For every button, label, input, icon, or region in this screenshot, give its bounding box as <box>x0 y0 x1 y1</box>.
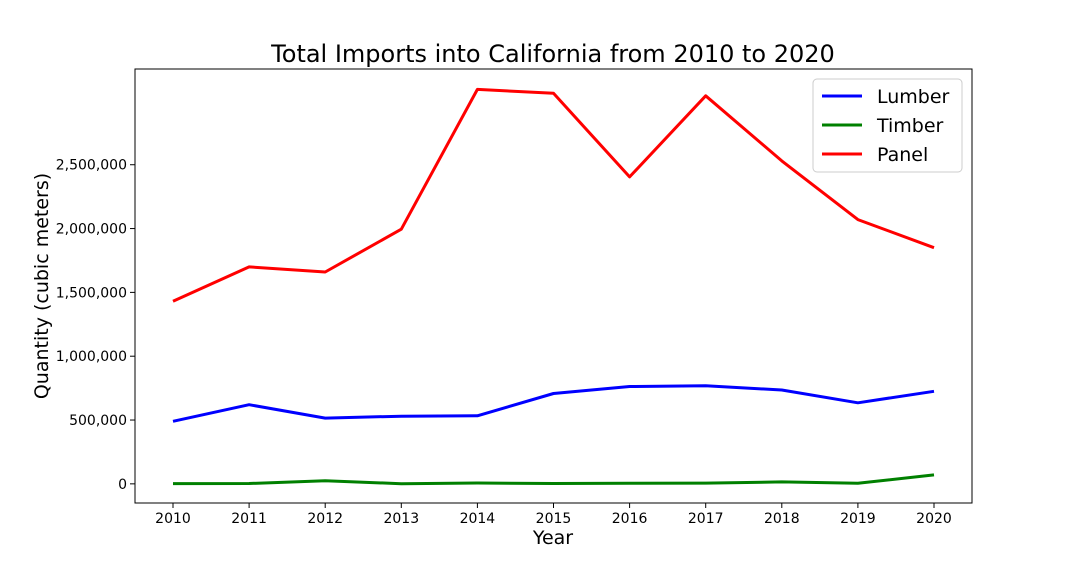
series-line-lumber <box>172 384 935 423</box>
series-lines <box>172 87 935 486</box>
y-axis: 0 500,000 1,000,000 1,500,000 2,000,000 2,500… <box>56 158 135 493</box>
x-tick-label: 2013 <box>383 511 419 527</box>
series-line-timber <box>172 473 935 486</box>
x-tick-label: 2011 <box>231 511 267 527</box>
y-tick-label: 1,500,000 <box>56 285 127 301</box>
legend-label-timber: Timber <box>876 115 944 137</box>
legend-box <box>812 78 963 173</box>
legend-label-lumber: Lumber <box>877 86 950 108</box>
y-tick-label: 500,000 <box>69 413 127 429</box>
x-tick-label: 2020 <box>916 511 952 527</box>
chart-title: Total Imports into California from 2010 … <box>270 40 835 68</box>
x-tick-label: 2014 <box>460 511 496 527</box>
x-tick-label: 2019 <box>840 511 876 527</box>
y-tick-label: 0 <box>118 477 127 493</box>
x-tick-label: 2012 <box>307 511 343 527</box>
x-axis-label: Year <box>532 527 573 549</box>
y-axis-label: Quantity (cubic meters) <box>31 173 53 399</box>
x-tick-label: 2010 <box>155 511 191 527</box>
x-tick-label: 2016 <box>612 511 648 527</box>
legend-label-panel: Panel <box>877 144 928 166</box>
x-tick-label: 2017 <box>688 511 724 527</box>
series-line-panel <box>172 87 935 303</box>
x-tick-label: 2015 <box>536 511 572 527</box>
y-tick-label: 2,500,000 <box>56 158 127 174</box>
x-tick-label: 2018 <box>764 511 800 527</box>
legend: Lumber Timber Panel <box>812 78 963 173</box>
x-axis: 2010 2011 2012 2013 2014 2015 2016 2017 2018 2019… <box>155 503 952 527</box>
y-tick-label: 1,000,000 <box>56 349 127 365</box>
y-tick-label: 2,000,000 <box>56 222 127 238</box>
